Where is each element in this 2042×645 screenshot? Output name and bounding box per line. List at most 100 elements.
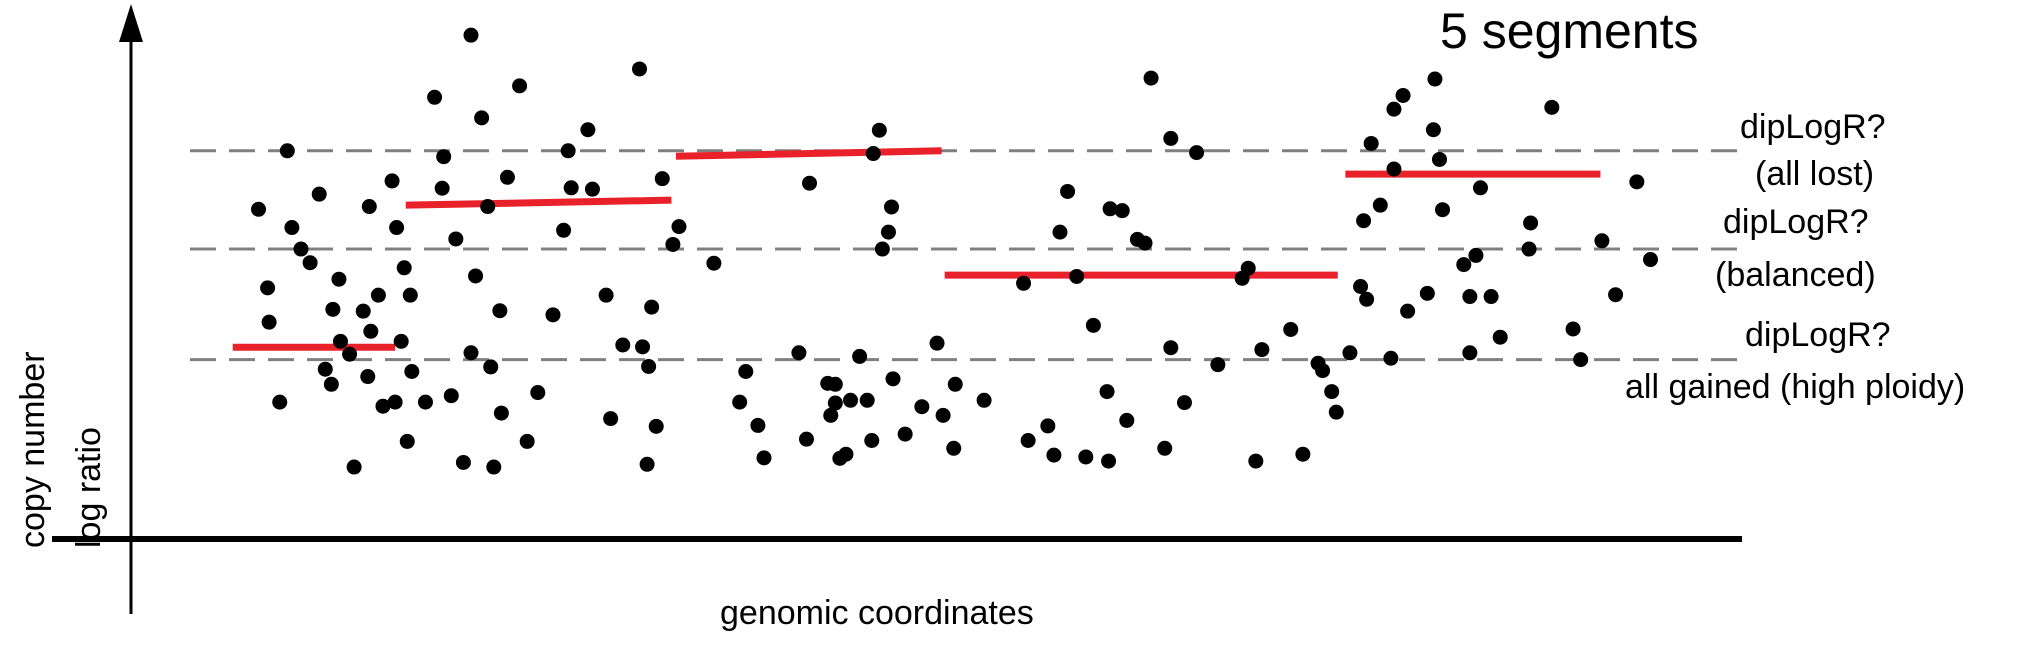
data-point [872, 123, 887, 138]
data-point [1241, 261, 1256, 276]
data-point [1254, 342, 1269, 357]
data-point [1163, 131, 1178, 146]
data-point [1060, 184, 1075, 199]
data-point [512, 78, 527, 93]
data-point [1629, 174, 1644, 189]
data-point [1400, 304, 1415, 319]
data-point [866, 146, 881, 161]
data-point [706, 256, 721, 271]
data-point [898, 427, 913, 442]
y-axis-label: copy number log ratio [14, 351, 108, 548]
data-point [838, 447, 853, 462]
data-point [1573, 352, 1588, 367]
data-point [1163, 340, 1178, 355]
data-point [444, 388, 459, 403]
data-point [418, 395, 433, 410]
data-point [360, 369, 375, 384]
data-point [1432, 152, 1447, 167]
data-point [331, 272, 346, 287]
data-point [641, 359, 656, 374]
data-point [1353, 279, 1368, 294]
data-point [1100, 384, 1115, 399]
x-axis-label: genomic coordinates [720, 594, 1034, 632]
data-point [828, 377, 843, 392]
data-point [1021, 433, 1036, 448]
data-point [930, 336, 945, 351]
data-point [640, 457, 655, 472]
data-point [585, 182, 600, 197]
data-point [318, 362, 333, 377]
data-point [1356, 213, 1371, 228]
data-point [456, 455, 471, 470]
data-point [394, 334, 409, 349]
data-point [884, 199, 899, 214]
data-point [875, 242, 890, 257]
data-point [860, 393, 875, 408]
data-point [1364, 136, 1379, 151]
data-point [1383, 351, 1398, 366]
data-point [1189, 145, 1204, 160]
data-point [293, 242, 308, 257]
data-point [356, 304, 371, 319]
data-point [1119, 413, 1134, 428]
data-point [1643, 252, 1658, 267]
data-point [1086, 318, 1101, 333]
data-point [1566, 322, 1581, 337]
data-point [464, 345, 479, 360]
data-point [1435, 202, 1450, 217]
data-point [404, 364, 419, 379]
data-point [843, 393, 858, 408]
data-point [599, 288, 614, 303]
data-point [1248, 454, 1263, 469]
data-point [852, 349, 867, 364]
data-point [427, 90, 442, 105]
ref-label-all-lost-line1: dipLogR? [1740, 108, 1886, 146]
data-point [799, 432, 814, 447]
data-point [864, 433, 879, 448]
data-point [1069, 269, 1084, 284]
data-point [312, 187, 327, 202]
chart-title: 5 segments [1440, 3, 1698, 59]
data-point [1040, 418, 1055, 433]
data-point [403, 288, 418, 303]
data-point [1522, 242, 1537, 257]
data-point [946, 441, 961, 456]
data-point [1283, 322, 1298, 337]
data-points [251, 28, 1658, 475]
data-point [362, 199, 377, 214]
data-point [1315, 363, 1330, 378]
ref-label-high-ploidy-line2: all gained (high ploidy) [1625, 368, 1965, 406]
data-point [1210, 357, 1225, 372]
data-point [464, 28, 479, 43]
data-point [1342, 345, 1357, 360]
data-point [486, 460, 501, 475]
data-point [1157, 441, 1172, 456]
data-point [649, 419, 664, 434]
data-point [556, 223, 571, 238]
data-point [388, 395, 403, 410]
data-point [1484, 289, 1499, 304]
data-point [251, 202, 266, 217]
data-point [483, 359, 498, 374]
data-point [1426, 122, 1441, 137]
data-point [1359, 292, 1374, 307]
svg-text:log ratio: log ratio [70, 427, 108, 548]
data-point [468, 268, 483, 283]
data-point [936, 408, 951, 423]
data-point [1138, 236, 1153, 251]
data-point [371, 288, 386, 303]
data-point [1078, 449, 1093, 464]
data-point [561, 143, 576, 158]
segment-2 [406, 200, 672, 205]
data-point [914, 399, 929, 414]
data-point [262, 315, 277, 330]
data-point [1544, 100, 1559, 115]
data-point [1295, 447, 1310, 462]
data-point [1115, 203, 1130, 218]
reference-lines [190, 151, 1740, 360]
data-point [1324, 384, 1339, 399]
data-point [1594, 233, 1609, 248]
data-point [1608, 287, 1623, 302]
data-point [530, 385, 545, 400]
data-point [389, 220, 404, 235]
